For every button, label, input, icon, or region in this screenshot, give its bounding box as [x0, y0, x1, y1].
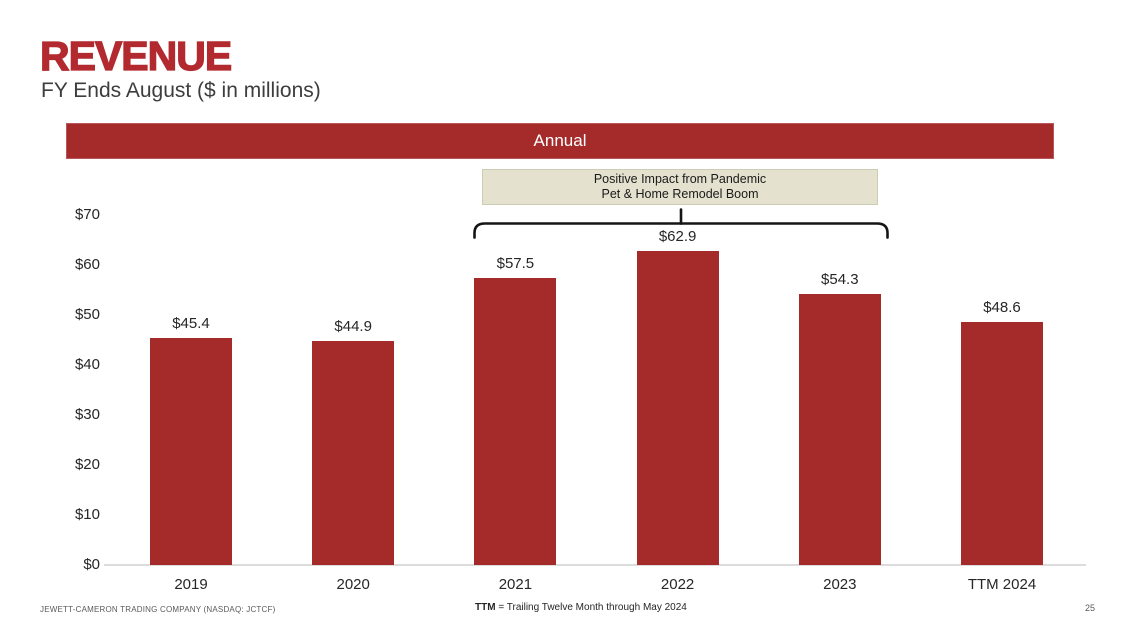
bar-value-label: $45.4	[172, 315, 210, 332]
bar-value-label: $57.5	[496, 254, 535, 272]
annotation-line-1: Positive Impact from Pandemic	[593, 172, 767, 186]
bar-ttm-2024	[961, 322, 1043, 565]
x-axis-category-label: 2023	[823, 576, 857, 593]
page-subtitle: FY Ends August ($ in millions)	[41, 79, 321, 102]
y-axis-tick-label: $50	[74, 306, 100, 323]
x-axis-category-label: 2022	[660, 576, 695, 593]
x-axis-category-label: TTM 2024	[967, 576, 1037, 593]
x-axis-line	[104, 564, 1086, 566]
bar-2019	[150, 338, 232, 565]
y-axis-tick-label: $40	[74, 356, 100, 373]
x-axis-category-label: 2019	[174, 576, 208, 593]
y-axis-tick-label: $30	[74, 406, 100, 423]
bar-value-label: $54.3	[821, 270, 859, 288]
footer-company: JEWETT-CAMERON TRADING COMPANY (NASDAQ: …	[40, 605, 276, 614]
brace-bracket	[473, 208, 889, 239]
bar-2023	[798, 293, 881, 565]
footer-ttm-definition: = Trailing Twelve Month through May 2024	[495, 602, 687, 613]
pandemic-annotation-box: Positive Impact from Pandemic Pet & Home…	[482, 169, 878, 205]
annotation-line-2: Pet & Home Remodel Boom	[601, 187, 759, 201]
y-axis-tick-label: $0	[83, 556, 100, 573]
y-axis-tick-label: $20	[74, 456, 100, 473]
annual-banner-label: Annual	[533, 131, 587, 150]
footer-ttm-note: TTM = Trailing Twelve Month through May …	[475, 602, 687, 613]
x-axis-category-label: 2021	[498, 576, 533, 593]
page-title: REVENUE	[39, 32, 233, 79]
footer-ttm-abbrev: TTM	[475, 602, 496, 613]
bar-2020	[312, 340, 395, 565]
page-number: 25	[1085, 603, 1096, 613]
bar-value-label: $62.9	[658, 227, 697, 245]
annual-banner: Annual	[66, 123, 1054, 159]
x-axis-category-label: 2020	[336, 576, 370, 593]
bar-2021	[474, 277, 557, 565]
bar-value-label: $48.6	[983, 299, 1021, 316]
y-axis-tick-label: $10	[74, 506, 100, 523]
bar-2022	[636, 250, 719, 565]
y-axis-tick-label: $60	[74, 256, 100, 273]
bar-value-label: $44.9	[334, 317, 372, 335]
y-axis-tick-label: $70	[74, 206, 100, 223]
